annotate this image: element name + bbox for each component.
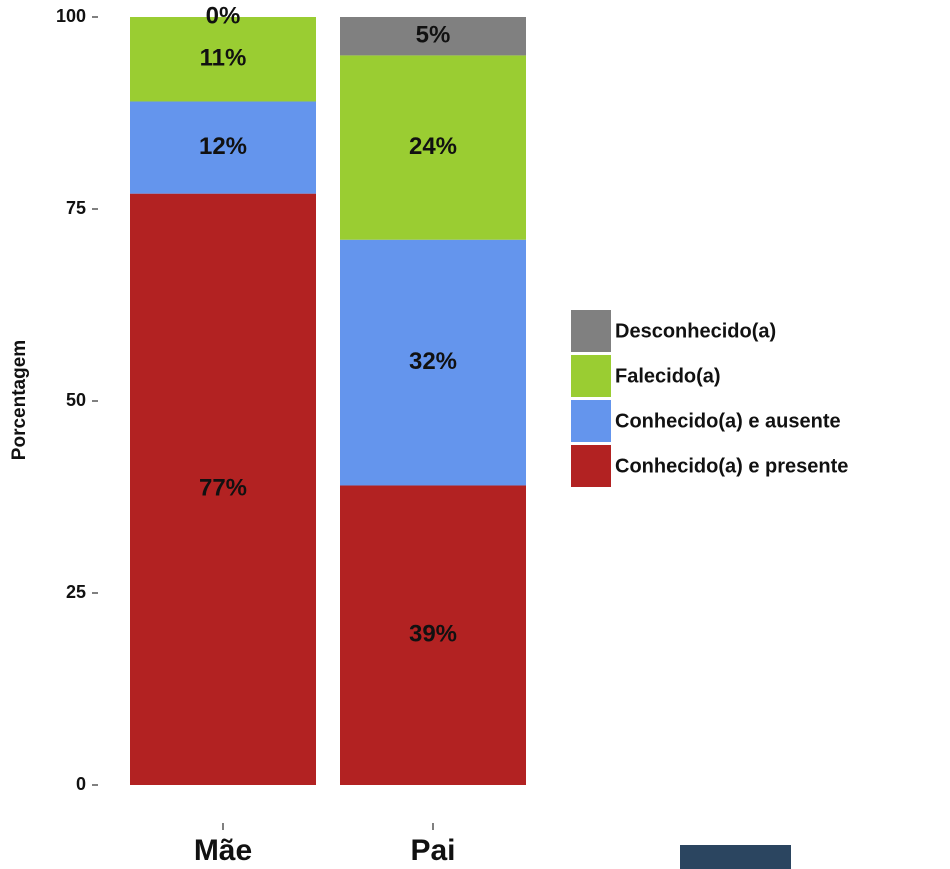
y-tick-label: 0: [76, 774, 86, 794]
y-axis-title: Porcentagem: [9, 340, 30, 460]
y-tick-label: 25: [66, 582, 86, 602]
legend-key: [571, 310, 611, 352]
y-tick-label: 50: [66, 390, 86, 410]
bar-segment: [130, 193, 316, 785]
data-label: 12%: [199, 133, 247, 160]
y-tick-label: 75: [66, 198, 86, 218]
data-label: 0%: [206, 2, 241, 29]
legend-label: Desconhecido(a): [615, 320, 776, 342]
data-label: 5%: [416, 22, 451, 49]
legend-key: [571, 355, 611, 397]
bar-segment: [130, 101, 316, 194]
bar-segment: [340, 239, 526, 486]
data-label: 32%: [409, 348, 457, 375]
data-label: 39%: [409, 621, 457, 648]
bar-segment: [340, 17, 526, 56]
legend-key: [571, 400, 611, 442]
data-label: 11%: [200, 45, 247, 72]
y-tick-label: 100: [56, 6, 86, 26]
bar-segment: [340, 485, 526, 785]
legend-label: Falecido(a): [615, 365, 721, 387]
bar-segment: [340, 55, 526, 240]
decoration: [680, 845, 791, 869]
legend-key: [571, 445, 611, 487]
x-tick-label: Pai: [410, 834, 455, 867]
data-label: 77%: [199, 475, 247, 502]
legend-label: Conhecido(a) e presente: [615, 455, 848, 477]
data-label: 24%: [409, 133, 457, 160]
bar-segment: [130, 17, 316, 102]
x-tick-label: Mãe: [194, 834, 252, 867]
legend-label: Conhecido(a) e ausente: [615, 410, 841, 432]
